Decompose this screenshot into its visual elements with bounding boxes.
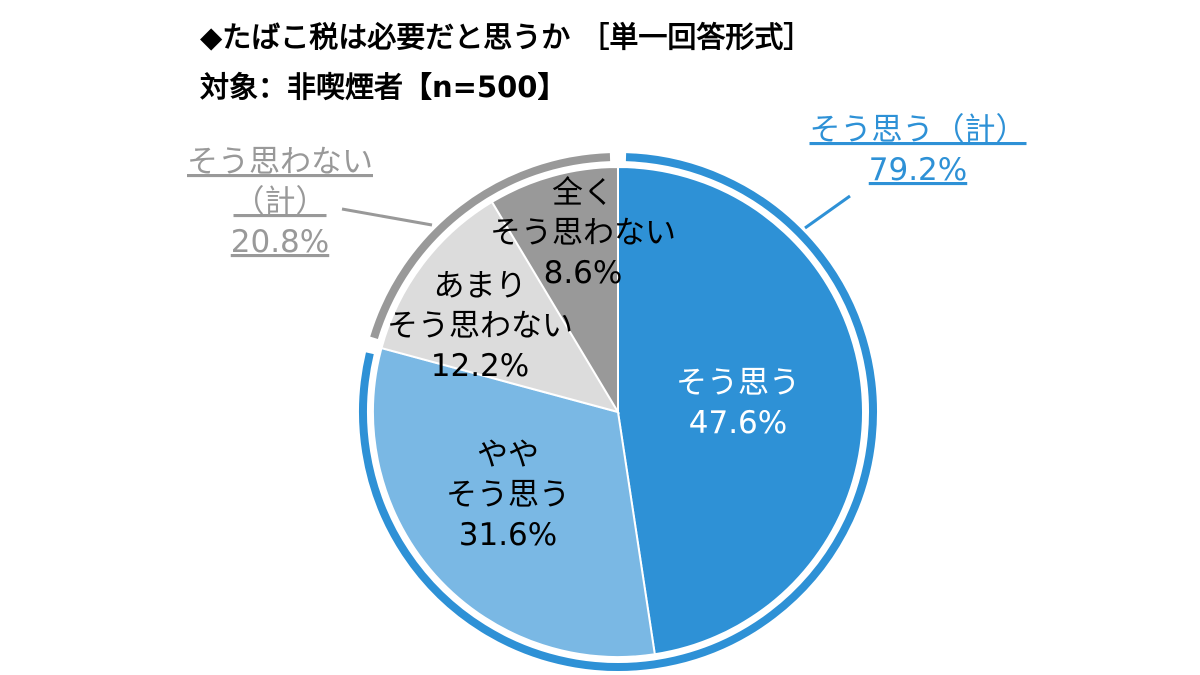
group-leader-line-0 <box>804 194 851 230</box>
slice-label-2: あまりそう思わない 12.2% <box>387 268 573 384</box>
group-label-0: そう思う（計） 79.2% <box>810 112 1027 188</box>
group-ring-0 <box>359 153 877 671</box>
pie-slice-3 <box>490 165 619 416</box>
slice-label-3: 全くそう思わない 8.6% <box>490 175 676 291</box>
group-ring-1 <box>370 153 611 339</box>
slice-label-1: ややそう思う 31.6% <box>446 437 570 553</box>
group-label-1: そう思わない（計） 20.8% <box>187 144 373 260</box>
pie-slice-1 <box>371 346 656 658</box>
group-leader-line-1 <box>341 207 433 227</box>
pie-slice-0 <box>617 165 865 656</box>
slice-label-0: そう思う 47.6% <box>676 365 800 441</box>
chart-subtitle: 対象：非喫煙者【n=500】 <box>200 70 567 104</box>
pie-slice-2 <box>380 200 621 414</box>
chart-title: ◆たばこ税は必要だと思うか ［単一回答形式］ <box>200 20 813 54</box>
